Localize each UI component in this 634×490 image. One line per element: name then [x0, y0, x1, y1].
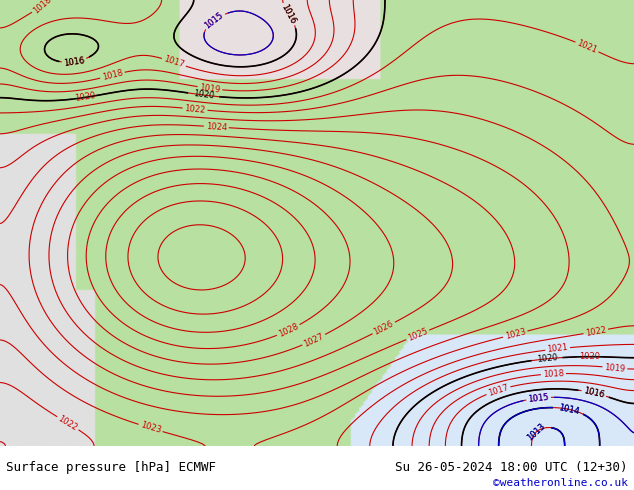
Text: ©weatheronline.co.uk: ©weatheronline.co.uk: [493, 478, 628, 488]
Text: Su 26-05-2024 18:00 UTC (12+30): Su 26-05-2024 18:00 UTC (12+30): [395, 462, 628, 474]
Text: 1023: 1023: [139, 421, 162, 436]
Text: 1025: 1025: [406, 327, 429, 343]
Text: 1015: 1015: [527, 392, 550, 404]
Text: 1022: 1022: [56, 414, 79, 433]
Text: 1017: 1017: [162, 55, 185, 70]
Text: 1021: 1021: [576, 39, 598, 55]
Text: 1015: 1015: [203, 10, 225, 30]
Text: 1018: 1018: [101, 68, 124, 82]
Text: 1018: 1018: [32, 0, 53, 16]
Text: 1014: 1014: [557, 403, 579, 416]
Text: 1020: 1020: [579, 352, 600, 361]
Text: 1023: 1023: [504, 327, 527, 341]
Text: 1020: 1020: [193, 89, 214, 101]
Text: 1013: 1013: [526, 421, 547, 442]
Text: 1014: 1014: [557, 403, 579, 416]
Text: 1016: 1016: [63, 56, 86, 68]
Text: 1017: 1017: [487, 383, 510, 398]
Text: 1024: 1024: [205, 122, 227, 132]
Text: 1016: 1016: [280, 3, 298, 25]
Text: 1022: 1022: [585, 325, 607, 338]
Text: 1016: 1016: [280, 3, 298, 25]
Text: Surface pressure [hPa] ECMWF: Surface pressure [hPa] ECMWF: [6, 462, 216, 474]
Text: 1021: 1021: [547, 343, 569, 354]
Text: 1016: 1016: [583, 386, 605, 400]
Text: 1018: 1018: [543, 369, 564, 379]
Text: 1019: 1019: [199, 83, 221, 94]
Text: 1028: 1028: [277, 322, 300, 339]
Text: 1026: 1026: [372, 319, 395, 337]
Text: 1016: 1016: [63, 56, 86, 68]
Text: 1027: 1027: [302, 331, 325, 348]
Text: 1020: 1020: [536, 353, 558, 365]
Text: 1016: 1016: [583, 386, 605, 400]
Text: 1022: 1022: [184, 104, 206, 115]
Text: 1020: 1020: [74, 92, 96, 103]
Text: 1015: 1015: [527, 392, 550, 404]
Text: 1015: 1015: [203, 10, 225, 30]
Text: 1019: 1019: [604, 363, 626, 373]
Text: 1013: 1013: [526, 421, 547, 442]
